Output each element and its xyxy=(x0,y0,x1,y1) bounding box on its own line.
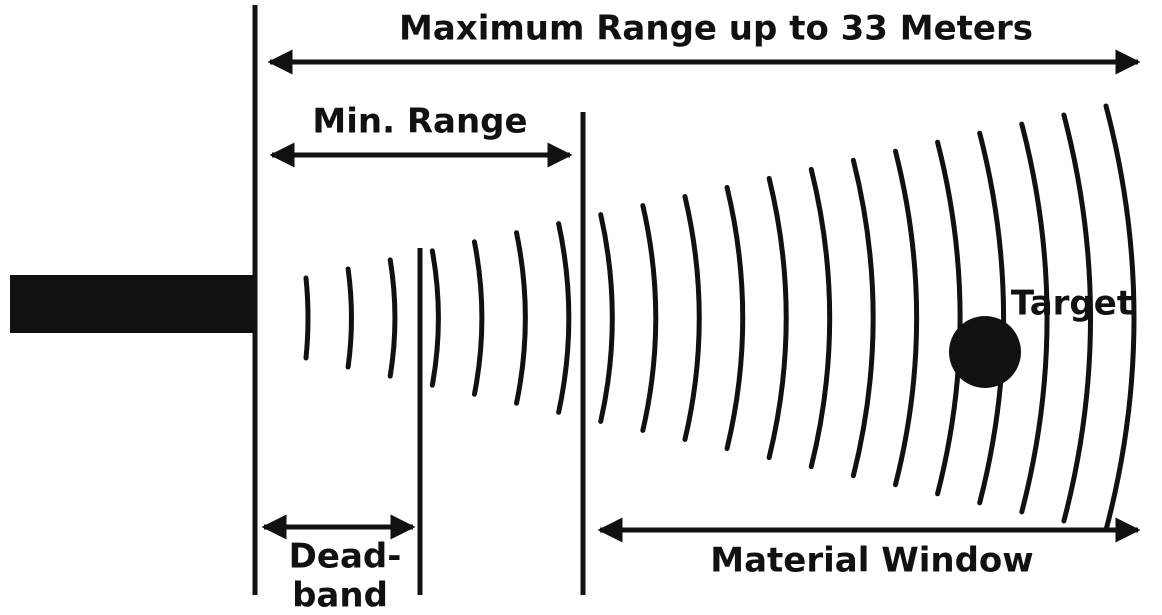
wave-arc xyxy=(429,248,441,388)
sensor xyxy=(10,275,255,333)
min-range-label: Min. Range xyxy=(312,102,527,142)
wave-arc xyxy=(935,139,963,497)
sound-waves xyxy=(303,103,1137,533)
wave-arc xyxy=(1103,103,1137,533)
wave-arc xyxy=(471,239,485,397)
wave-arc xyxy=(724,184,746,452)
wave-arc xyxy=(640,203,659,433)
wave-arc xyxy=(1061,112,1093,524)
wave-arc xyxy=(598,212,615,424)
material-window-label: Material Window xyxy=(710,541,1033,581)
target-label: Target xyxy=(1011,284,1133,324)
wave-arc xyxy=(808,166,833,470)
wave-arc xyxy=(345,266,354,370)
wave-arc xyxy=(556,221,572,415)
wave-arc xyxy=(387,257,398,379)
deadband-label: band xyxy=(292,576,388,615)
max-range-label: Maximum Range up to 33 Meters xyxy=(399,9,1033,49)
wave-arc xyxy=(514,230,528,406)
wave-arc xyxy=(892,148,920,488)
wave-arc xyxy=(303,275,311,361)
wave-arc xyxy=(1019,121,1050,515)
wave-arc xyxy=(977,130,1007,506)
wave-arc xyxy=(682,194,702,442)
target xyxy=(949,316,1021,388)
wave-arc xyxy=(766,175,789,461)
deadband-label: Dead- xyxy=(289,537,402,577)
wave-arc xyxy=(850,157,876,479)
